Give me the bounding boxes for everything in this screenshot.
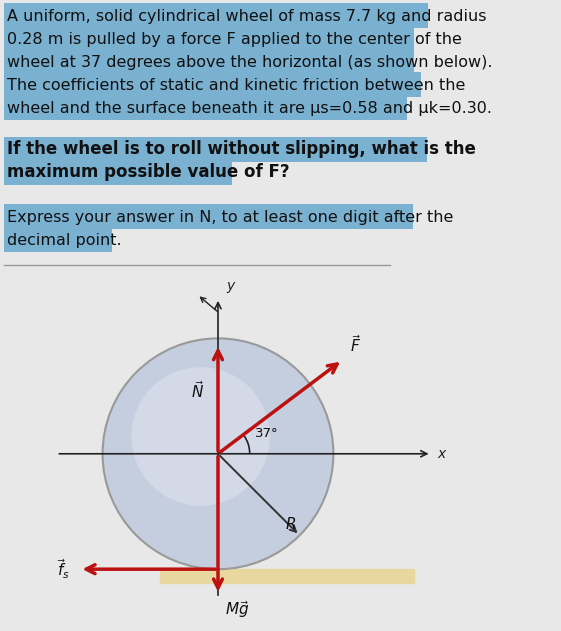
Text: $M\vec{g}$: $M\vec{g}$ — [225, 599, 249, 620]
Text: $\vec{f}_s$: $\vec{f}_s$ — [57, 557, 70, 581]
Text: 0.28 m is pulled by a force F applied to the center of the: 0.28 m is pulled by a force F applied to… — [7, 32, 462, 47]
Bar — [4, 227, 112, 252]
Bar — [4, 72, 421, 97]
Text: wheel at 37 degrees above the horizontal (as shown below).: wheel at 37 degrees above the horizontal… — [7, 55, 493, 70]
Text: The coefficients of static and kinetic friction between the: The coefficients of static and kinetic f… — [7, 78, 466, 93]
Bar — [4, 204, 413, 229]
Text: 37°: 37° — [255, 427, 279, 440]
Text: $\vec{F}$: $\vec{F}$ — [351, 334, 361, 355]
Text: $\vec{N}$: $\vec{N}$ — [191, 380, 204, 401]
Circle shape — [131, 367, 270, 505]
Text: maximum possible value of F?: maximum possible value of F? — [7, 163, 289, 181]
Bar — [4, 49, 414, 74]
Bar — [4, 160, 232, 185]
Bar — [4, 3, 428, 28]
Bar — [4, 26, 414, 51]
Text: decimal point.: decimal point. — [7, 233, 122, 248]
Text: Express your answer in N, to at least one digit after the: Express your answer in N, to at least on… — [7, 210, 453, 225]
Bar — [160, 569, 414, 583]
Text: wheel and the surface beneath it are μs=0.58 and μk=0.30.: wheel and the surface beneath it are μs=… — [7, 101, 492, 116]
Bar — [4, 137, 427, 162]
Circle shape — [103, 338, 333, 569]
Text: $R$: $R$ — [285, 516, 296, 532]
Text: $y$: $y$ — [226, 280, 237, 295]
Bar — [4, 95, 407, 120]
Text: A uniform, solid cylindrical wheel of mass 7.7 kg and radius: A uniform, solid cylindrical wheel of ma… — [7, 9, 486, 24]
Text: If the wheel is to roll without slipping, what is the: If the wheel is to roll without slipping… — [7, 140, 476, 158]
Text: $x$: $x$ — [437, 447, 448, 461]
